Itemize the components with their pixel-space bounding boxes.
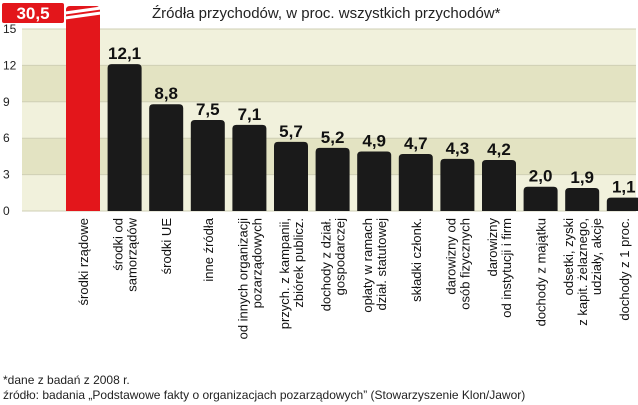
category-label-line: darowizny od [443, 218, 458, 295]
value-label: 4,9 [362, 132, 386, 151]
value-label: 5,2 [321, 128, 345, 147]
value-label: 2,0 [529, 167, 553, 186]
axis-break-mark [64, 11, 103, 20]
value-labels: 30,5 12,1 8,8 7,5 7,1 5,7 5,2 4,9 4,7 4,3 4,2 2,0 1,… [2, 3, 636, 197]
category-label-line: składki członk. [409, 218, 424, 302]
category-label-line: zbiórek publicz. [291, 218, 306, 308]
bars [64, 6, 638, 211]
y-tick-label: 3 [3, 168, 10, 182]
value-label: 4,7 [404, 134, 428, 153]
bar [565, 187, 600, 211]
bar [315, 147, 350, 211]
category-label-line: dochody z dział. [319, 218, 334, 311]
category-label: inne źródła [201, 217, 216, 281]
category-label-line: odsetki, zyski [561, 218, 576, 295]
bar [190, 120, 225, 211]
category-label: przych. z kampanii, zbiórek publicz. [277, 218, 306, 329]
category-label-line: dochody z 1 proc. [617, 218, 632, 321]
category-label-line: gospodarczej [333, 218, 348, 295]
bar [606, 197, 638, 211]
category-label: dochody z 1 proc. [617, 218, 632, 321]
category-label-line: środki UE [159, 218, 174, 275]
value-label: 7,1 [238, 105, 262, 124]
bar [440, 158, 475, 211]
bar [66, 6, 100, 211]
category-label: dochody z dział. gospodarczej [319, 218, 348, 311]
y-tick-label: 9 [3, 95, 10, 109]
y-tick-label: 15 [3, 22, 17, 36]
category-label-line: opłaty w ramach [360, 218, 375, 313]
chart-title: Źródła przychodów, w proc. wszystkich pr… [152, 5, 501, 22]
value-label: 1,9 [570, 168, 594, 187]
category-label-line: środki rządowe [76, 218, 91, 305]
value-label: 5,7 [279, 122, 303, 141]
category-label-line: środki od [111, 218, 126, 271]
y-tick-label: 6 [3, 131, 10, 145]
bar [232, 124, 267, 211]
value-label: 7,5 [196, 100, 220, 119]
category-label: darowizny od osób fizycznych [443, 218, 472, 310]
category-label: składki członk. [409, 218, 424, 302]
value-label: 1,1 [612, 178, 636, 197]
category-label-line: inne źródła [201, 217, 216, 281]
category-label-line: osób fizycznych [457, 218, 472, 310]
bar [149, 104, 184, 211]
category-label-line: udziały, akcje [589, 218, 604, 295]
category-label: środki od samorządów [111, 217, 140, 291]
category-label: środki rządowe [76, 218, 91, 305]
footnote-year: *dane z badań z 2008 r. [3, 373, 130, 387]
category-labels: środki rządowe środki od samorządów środki … [76, 217, 632, 339]
category-label-line: samorządów [125, 217, 140, 291]
bar [398, 153, 433, 211]
bar [357, 151, 392, 211]
category-label-line: przych. z kampanii, [277, 218, 292, 329]
y-tick-label: 0 [3, 204, 10, 218]
category-label: dochody z majątku [534, 218, 549, 326]
category-label-line: dział. statutowej [374, 218, 389, 311]
footnote-source: źródło: badania „Podstawowe fakty o orga… [3, 388, 525, 402]
value-label: 4,3 [446, 139, 470, 158]
category-label: opłaty w ramach dział. statutowej [360, 218, 389, 313]
category-label-line: darowizny [485, 218, 500, 277]
category-label-line: od innych organizacji [235, 218, 250, 340]
band-4 [22, 29, 636, 66]
category-label: od innych organizacji pozarządowych [235, 218, 264, 340]
bar [523, 186, 558, 211]
category-label-line: od instytucji i firm [499, 218, 514, 318]
bar [274, 141, 308, 211]
value-label: 12,1 [108, 44, 141, 63]
axis-break-mark [64, 6, 103, 15]
bar [482, 160, 516, 211]
bar [107, 64, 142, 211]
y-tick-label: 12 [3, 58, 17, 72]
category-label: środki UE [159, 218, 174, 275]
value-label: 8,8 [154, 84, 178, 103]
value-label: 30,5 [16, 4, 49, 23]
y-axis-ticks: 0 3 6 9 12 15 [3, 22, 17, 218]
category-label-line: pozarządowych [249, 218, 264, 308]
highlight-value-box [2, 3, 64, 23]
value-label: 4,2 [487, 140, 511, 159]
category-label-line: z kapit. żelaznego, [575, 218, 590, 326]
category-label-line: dochody z majątku [534, 218, 549, 326]
category-label: odsetki, zyski z kapit. żelaznego, udziały… [561, 218, 604, 326]
category-label: darowizny od instytucji i firm [485, 218, 514, 318]
